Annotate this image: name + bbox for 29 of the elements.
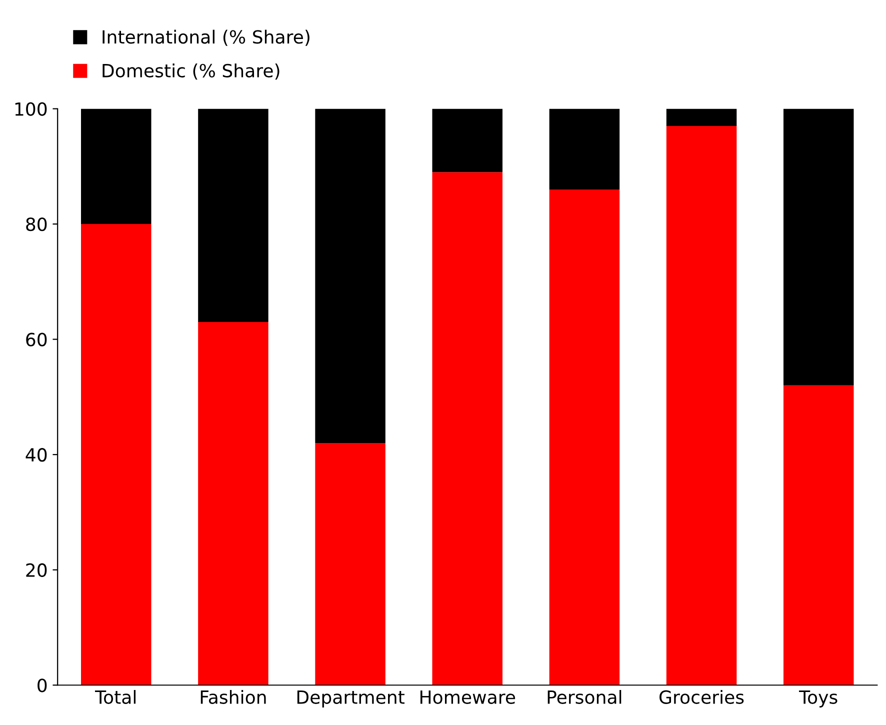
bar (432, 172, 502, 686)
x-tick-label: Personal (548, 690, 622, 704)
bar (549, 108, 620, 190)
bar (666, 108, 737, 126)
bar (783, 108, 854, 386)
y-tick-label: 0 (38, 678, 47, 692)
x-tick-label: Department (297, 690, 404, 708)
x-tick-label: Total (94, 690, 136, 704)
bar (198, 108, 268, 322)
x-tick-label: Homeware (420, 690, 516, 704)
x-tick-label: Toys (799, 690, 838, 708)
bar (315, 443, 386, 686)
y-tick-label: 80 (26, 217, 47, 232)
y-tick-label: 40 (26, 448, 47, 462)
bar (783, 385, 854, 686)
y-tick-label: 20 (26, 563, 47, 577)
legend-label: International (% Share) (102, 30, 310, 46)
bar (81, 108, 152, 224)
x-tick-label: Fashion (200, 690, 266, 704)
bar (81, 224, 152, 686)
bar (198, 322, 268, 686)
legend-label: Domestic (% Share) (102, 64, 280, 80)
bar (549, 189, 620, 686)
y-tick-label: 100 (15, 102, 47, 116)
bar (666, 126, 737, 686)
y-tick-label: 60 (26, 332, 47, 346)
x-tick-label: Groceries (660, 690, 744, 704)
bar (315, 108, 386, 444)
bar (432, 108, 502, 172)
